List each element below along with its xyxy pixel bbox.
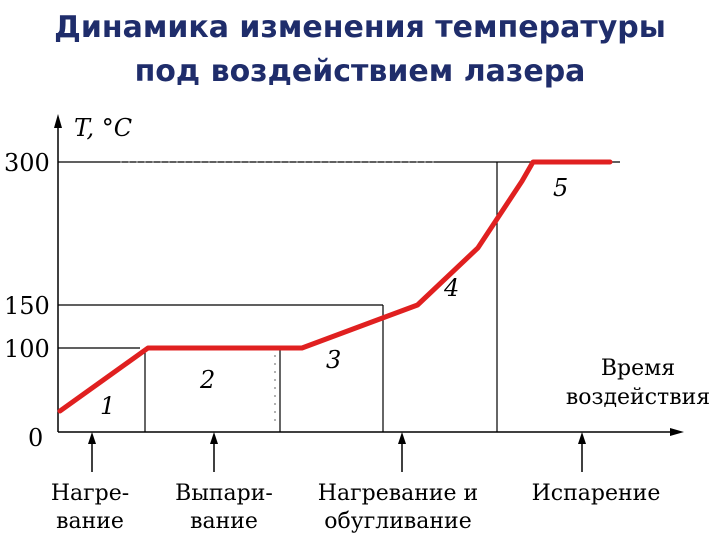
temperature-curve bbox=[57, 159, 613, 414]
y-tick-100: 100 bbox=[4, 335, 50, 363]
y-tick-150: 150 bbox=[4, 292, 50, 320]
zone-label-3-line-1: Нагревание и bbox=[318, 481, 478, 506]
zone-label-1-line-1: Нагре- bbox=[51, 481, 129, 506]
zone-number-1: 1 bbox=[100, 392, 115, 420]
zone-number-3: 3 bbox=[326, 346, 341, 374]
x-axis-arrow bbox=[670, 428, 684, 436]
zone-arrow-5 bbox=[578, 432, 586, 472]
y-tick-300: 300 bbox=[4, 149, 50, 177]
zone-number-4: 4 bbox=[443, 274, 459, 302]
zone-arrow-3 bbox=[398, 432, 406, 472]
zone-label-5-line-1: Испарение bbox=[532, 481, 661, 506]
x-axis-label-line-2: воздействия bbox=[566, 385, 710, 410]
zone-label-1-line-2: вание bbox=[56, 509, 124, 534]
y-axis-arrow bbox=[54, 114, 62, 128]
y-axis-label: T, °C bbox=[74, 114, 132, 142]
zone-arrow-2 bbox=[210, 432, 218, 472]
y-tick-0: 0 bbox=[28, 424, 43, 452]
zone-arrow-1 bbox=[88, 432, 96, 472]
title-line-1: Динамика изменения температуры bbox=[54, 10, 666, 45]
zone-number-2: 2 bbox=[199, 366, 215, 394]
zone-label-3-line-2: обугливание bbox=[324, 509, 471, 534]
zone-label-2-line-2: вание bbox=[190, 509, 258, 534]
zone-number-5: 5 bbox=[553, 174, 568, 202]
title-line-2: под воздействием лазера bbox=[134, 54, 586, 89]
chart-title: Динамика изменения температуры под возде… bbox=[0, 6, 720, 94]
x-axis-label-line-1: Время bbox=[601, 356, 675, 381]
zone-label-2-line-1: Выпари- bbox=[175, 481, 273, 506]
